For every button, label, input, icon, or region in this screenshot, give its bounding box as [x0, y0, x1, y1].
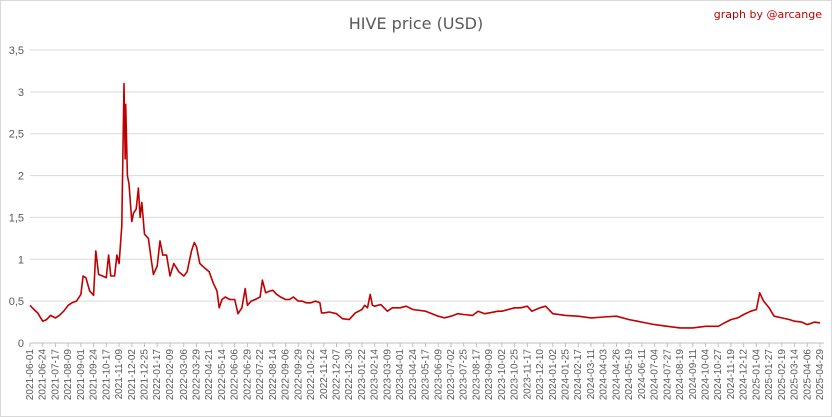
x-tick-label: 2025-03-14: [790, 349, 801, 401]
x-tick-label: 2022-06-06: [230, 349, 241, 401]
x-tick-label: 2025-01-27: [764, 349, 775, 401]
x-tick-label: 2021-09-24: [89, 349, 100, 401]
x-tick-label: 2022-08-14: [268, 349, 279, 401]
x-tick-label: 2022-04-21: [204, 349, 215, 401]
y-tick-label: 3: [18, 87, 24, 99]
x-tick-label: 2024-11-19: [726, 349, 737, 400]
x-tick-label: 2022-03-29: [192, 349, 203, 401]
x-tick-label: 2021-08-09: [63, 349, 74, 401]
x-tick-label: 2024-07-27: [662, 349, 673, 401]
y-tick-label: 2,5: [9, 129, 24, 141]
x-tick-label: 2022-09-29: [293, 349, 304, 401]
x-tick-label: 2022-11-14: [319, 349, 330, 400]
y-tick-label: 0: [18, 338, 24, 350]
y-tick-label: 0,5: [9, 296, 24, 308]
x-tick-label: 2025-02-19: [777, 349, 788, 401]
x-tick-label: 2024-02-17: [573, 349, 584, 401]
x-tick-label: 2023-10-02: [497, 349, 508, 401]
x-tick-label: 2023-01-22: [357, 349, 368, 401]
x-tick-label: 2024-08-19: [675, 349, 686, 401]
x-tick-label: 2025-04-06: [802, 349, 813, 401]
x-tick-label: 2024-04-03: [599, 349, 610, 401]
x-tick-label: 2025-04-29: [815, 349, 826, 401]
x-tick-label: 2023-11-17: [522, 349, 533, 400]
x-tick-label: 2022-07-22: [255, 349, 266, 401]
chart-title: HIVE price (USD): [349, 14, 483, 33]
y-tick-label: 1: [18, 254, 24, 266]
x-tick-label: 2024-04-26: [611, 349, 622, 401]
x-tick-label: 2021-07-17: [50, 349, 61, 401]
x-tick-label: 2024-01-02: [548, 349, 559, 401]
x-tick-label: 2023-07-25: [459, 349, 470, 401]
x-tick-label: 2023-06-09: [433, 349, 444, 401]
x-tick-label: 2022-03-06: [179, 349, 190, 401]
series-layer: [29, 82, 821, 329]
x-tick-label: 2021-11-09: [114, 349, 125, 400]
x-tick-label: 2023-09-09: [484, 349, 495, 401]
x-tick-label: 2024-01-25: [561, 349, 572, 401]
x-tick-label: 2022-12-07: [331, 349, 342, 401]
x-tick-label: 2022-01-17: [152, 349, 163, 401]
x-tick-label: 2021-10-17: [101, 349, 112, 401]
x-tick-label: 2023-10-25: [510, 349, 521, 401]
series-line-hive-price: [29, 82, 821, 329]
x-tick-label: 2023-04-24: [408, 349, 419, 401]
x-tick-label: 2023-08-17: [471, 349, 482, 401]
x-axis: 2021-06-01 2021-06-24 2021-07-17 2021-08-09…: [25, 343, 826, 400]
x-tick-label: 2021-06-24: [38, 349, 49, 401]
y-tick-label: 3,5: [9, 45, 24, 57]
x-tick-label: 2024-05-19: [624, 349, 635, 401]
x-tick-label: 2023-04-01: [395, 349, 406, 401]
x-tick-label: 2024-07-04: [650, 349, 661, 401]
x-tick-label: 2023-02-14: [370, 349, 381, 401]
x-tick-label: 2024-03-11: [586, 349, 597, 400]
x-tick-label: 2024-10-04: [700, 349, 711, 401]
x-tick-label: 2021-12-02: [127, 349, 138, 401]
x-tick-label: 2023-07-02: [446, 349, 457, 401]
x-tick-label: 2022-06-29: [242, 349, 253, 401]
x-tick-label: 2022-09-06: [281, 349, 292, 401]
x-tick-label: 2021-12-25: [140, 349, 151, 401]
x-tick-label: 2023-05-17: [421, 349, 432, 401]
x-tick-label: 2022-12-30: [344, 349, 355, 401]
x-tick-label: 2023-12-10: [535, 349, 546, 401]
x-tick-label: 2023-03-09: [382, 349, 393, 401]
x-tick-label: 2022-02-09: [165, 349, 176, 401]
x-tick-label: 2022-10-22: [306, 349, 317, 401]
gridlines: [30, 49, 824, 344]
x-tick-label: 2024-06-11: [637, 349, 648, 400]
x-tick-label: 2021-09-01: [76, 349, 87, 401]
x-tick-label: 2024-09-11: [688, 349, 699, 400]
x-tick-label: 2024-12-12: [739, 349, 750, 401]
y-tick-label: 1,5: [9, 212, 24, 224]
x-tick-label: 2024-10-27: [713, 349, 724, 401]
x-tick-label: 2025-01-04: [751, 349, 762, 401]
y-tick-label: 2: [18, 171, 24, 183]
y-axis: 0 0,5 1 1,5 2 2,5 3 3,5: [9, 45, 24, 350]
x-tick-label: 2022-05-14: [217, 349, 228, 401]
chart-credit: graph by @arcange: [714, 8, 822, 21]
x-tick-label: 2021-06-01: [25, 349, 36, 401]
